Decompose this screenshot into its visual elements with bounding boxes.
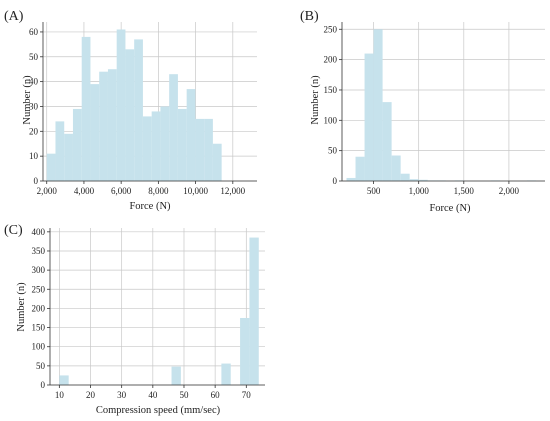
histogram-bar [373,29,383,182]
histogram-bar [107,69,117,181]
x-tick-label: 6,000 [111,186,132,196]
histogram-bar [240,317,250,385]
y-tick-label: 0 [333,176,338,186]
x-tick-label: 2,000 [37,186,58,196]
histogram-bar [409,179,419,181]
y-tick-label: 100 [324,115,338,125]
panel-c-ylabel: Number (n) [16,282,27,332]
y-tick-label: 150 [324,85,338,95]
y-tick-label: 60 [29,27,39,37]
histogram-bar [382,102,392,181]
x-tick-label: 50 [179,390,189,400]
histogram-bar [59,375,69,385]
histogram-bar [212,143,222,181]
panel-c-xlabel: Compression speed (mm/sec) [96,405,221,416]
y-tick-label: 200 [32,303,46,313]
x-tick-label: 12,000 [220,186,245,196]
histogram-bar [169,74,178,181]
histogram-bar [195,118,205,181]
histogram-bar [142,116,152,181]
x-tick-label: 8,000 [148,186,169,196]
x-tick-label: 70 [242,390,252,400]
y-tick-label: 50 [328,146,338,156]
x-tick-label: 40 [148,390,158,400]
histogram-bar [134,39,143,181]
histogram-bar [418,179,428,181]
histogram-bar [64,133,73,181]
histogram-bar [171,366,181,385]
x-tick-label: 1,000 [409,186,430,196]
panel-b: (B) 500 1,000 1,500 2,000 0 50 100 150 200 250 Fo… [300,9,545,214]
histogram-bar [55,121,65,181]
histogram-bar [186,89,196,181]
histogram-bar [151,111,161,181]
histogram-bar [81,36,91,181]
histogram-bar [90,84,100,181]
x-tick-label: 30 [117,390,127,400]
y-tick-label: 400 [32,227,46,237]
panel-c-label: (C) [4,223,23,238]
y-tick-label: 0 [41,380,46,390]
y-tick-label: 250 [324,24,338,34]
y-tick-label: 300 [32,265,46,275]
x-tick-label: 1,500 [454,186,475,196]
histogram-bar [346,177,356,181]
histogram-bar [221,363,231,385]
y-tick-label: 10 [29,151,39,161]
histogram-bar [99,71,108,181]
x-tick-label: 20 [86,390,96,400]
panel-b-plot: 500 1,000 1,500 2,000 0 50 100 150 200 250 [324,22,545,196]
panel-a: (A) 2,000 4,000 6,000 8,000 10,000 12,0000102… [4,9,257,212]
x-tick-label: 10 [55,390,65,400]
y-tick-label: 100 [32,342,46,352]
histogram-bar [160,106,170,181]
y-tick-label: 30 [29,101,39,111]
panel-b-label: (B) [300,9,319,24]
histogram-bar [364,53,374,181]
histogram-bar [355,156,365,181]
x-tick-label: 10,000 [183,186,208,196]
histogram-bar [125,49,135,181]
panel-c-plot: 10 20 30 40 50 60 70 0 50 100 150 200 250 300 350 400 [32,227,265,400]
y-tick-label: 50 [36,361,46,371]
panel-c: (C) 10 20 30 40 50 60 70 0 50 100 150 200 250 300 350 4… [4,223,265,416]
x-tick-label: 60 [211,390,221,400]
histogram-bar [116,29,126,181]
y-tick-label: 40 [29,77,39,87]
y-tick-label: 0 [34,176,39,186]
histogram-bar [204,118,213,181]
x-tick-label: 4,000 [74,186,95,196]
panel-a-label: (A) [4,9,24,24]
histogram-bar [46,153,56,181]
histogram-bar [400,173,410,181]
panel-b-ylabel: Number (n) [310,75,321,125]
y-tick-label: 250 [32,284,46,294]
y-tick-label: 50 [29,52,39,62]
histogram-bar [391,155,401,181]
x-tick-label: 500 [367,186,381,196]
histogram-bar [72,108,82,181]
panel-a-ylabel: Number (n) [22,75,33,125]
panel-b-xlabel: Force (N) [429,203,471,214]
y-tick-label: 150 [32,323,46,333]
histogram-bar [177,108,187,181]
y-tick-label: 200 [324,55,338,65]
panel-a-xlabel: Force (N) [129,201,171,212]
x-tick-label: 2,000 [499,186,520,196]
histogram-bar [249,237,259,385]
y-tick-label: 350 [32,246,46,256]
panel-a-plot: 2,000 4,000 6,000 8,000 10,000 12,000 0 10 20 30 4… [29,22,257,196]
y-tick-label: 20 [29,126,39,136]
